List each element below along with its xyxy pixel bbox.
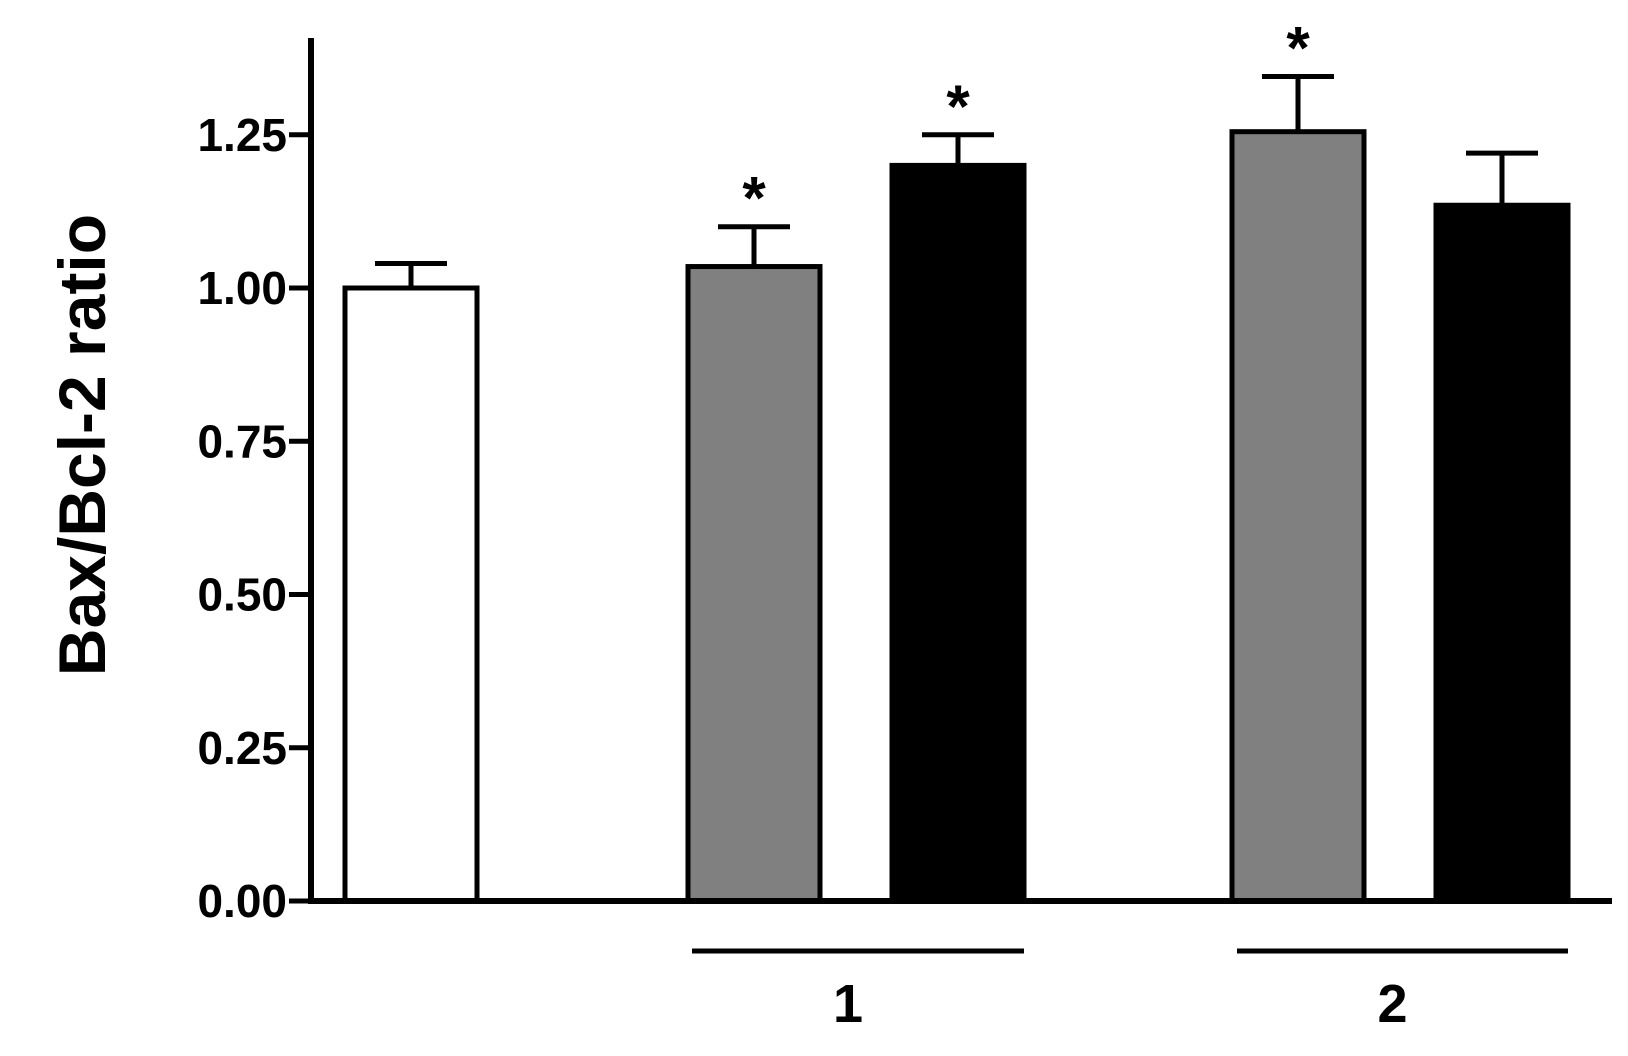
significance-marker-3: * <box>946 73 970 140</box>
y-axis-label: Bax/Bcl-2 ratio <box>45 214 119 676</box>
bar-5 <box>1433 202 1571 904</box>
y-tick-label-4: 1.00 <box>197 262 287 314</box>
axes-layer: 0.00 0.25 0.50 0.75 1.00 1.25 1 2 <box>197 38 1612 1034</box>
y-tick-label-3: 0.75 <box>197 415 287 467</box>
bars-layer: * * * <box>342 15 1571 904</box>
significance-marker-2: * <box>742 165 766 232</box>
significance-marker-4: * <box>1286 15 1310 82</box>
bar-2 <box>685 264 823 904</box>
y-tick-label-0: 0.00 <box>197 875 287 927</box>
y-tick-label-5: 1.25 <box>197 109 287 161</box>
y-tick-label-1: 0.25 <box>197 722 287 774</box>
group-label-1: 1 <box>833 974 863 1034</box>
y-tick-label-2: 0.50 <box>197 569 287 621</box>
bar-1 <box>342 285 480 904</box>
bar-4 <box>1229 129 1367 904</box>
bar-3 <box>889 162 1027 904</box>
group-label-2: 2 <box>1377 974 1407 1034</box>
